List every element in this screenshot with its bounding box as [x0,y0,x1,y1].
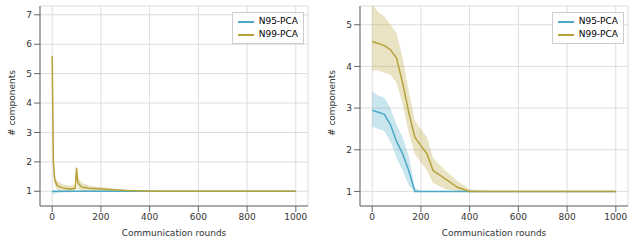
svg-text:5: 5 [26,69,32,79]
svg-text:200: 200 [412,212,429,222]
svg-text:1000: 1000 [284,212,307,222]
svg-text:1000: 1000 [604,212,627,222]
svg-text:800: 800 [238,212,255,222]
svg-text:0: 0 [49,212,55,222]
html-text:N95-PCA: N95-PCA [258,16,298,26]
svg-text:2: 2 [26,157,32,167]
svg-text:3: 3 [26,128,32,138]
svg-text:# components: # components [327,70,337,136]
html-text:N99-PCA: N99-PCA [258,29,298,39]
svg-text:5: 5 [346,20,352,30]
svg-text:7: 7 [26,10,32,20]
svg-text:4: 4 [346,62,352,72]
svg-text:6: 6 [26,39,32,49]
svg-text:1: 1 [346,187,352,197]
svg-text:# components: # components [8,70,17,136]
svg-text:200: 200 [92,212,109,222]
svg-text:600: 600 [190,212,207,222]
svg-text:800: 800 [558,212,575,222]
svg-text:3: 3 [346,103,352,113]
svg-text:400: 400 [141,212,158,222]
svg-text:400: 400 [461,212,478,222]
html-text:N95-PCA: N95-PCA [578,16,618,26]
svg-text:Communication rounds: Communication rounds [122,228,227,238]
svg-text:1: 1 [26,186,32,196]
svg-text:Communication rounds: Communication rounds [442,228,547,238]
svg-text:0: 0 [369,212,375,222]
svg-text:600: 600 [510,212,527,222]
svg-text:2: 2 [346,145,352,155]
svg-text:4: 4 [26,98,32,108]
html-text:N99-PCA: N99-PCA [578,29,618,39]
